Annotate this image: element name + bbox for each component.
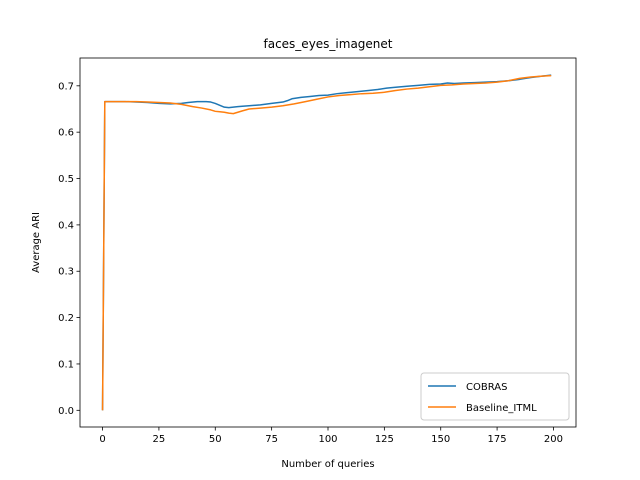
x-tick-label: 50 — [209, 434, 222, 445]
y-tick-label: 0.5 — [58, 174, 74, 185]
x-tick-label: 200 — [544, 434, 563, 445]
x-tick-label: 100 — [318, 434, 337, 445]
y-tick-label: 0.6 — [58, 128, 74, 139]
x-axis-ticks: 0 25 50 75 100 125 150 175 200 — [99, 427, 563, 445]
y-tick-label: 0.3 — [58, 267, 74, 278]
series-line-cobras — [101, 74, 552, 411]
y-tick-label: 0.0 — [58, 406, 74, 417]
x-tick-label: 0 — [99, 434, 105, 445]
y-axis-label: Average ARI — [31, 212, 42, 273]
legend-label-baseline-itml: Baseline_ITML — [466, 403, 537, 414]
x-tick-label: 175 — [488, 434, 507, 445]
x-tick-label: 150 — [431, 434, 450, 445]
y-tick-label: 0.7 — [58, 81, 74, 92]
plot-area: 0 25 50 75 100 125 150 175 200 0.00.10.20.30.40.… — [58, 57, 577, 445]
y-tick-label: 0.1 — [58, 359, 74, 370]
x-axis-label: Number of queries — [281, 459, 374, 470]
chart-title: faces_eyes_imagenet — [264, 37, 393, 51]
legend-label-cobras: COBRAS — [466, 382, 507, 393]
x-tick-label: 25 — [153, 434, 166, 445]
y-axis-ticks: 0.0 0.1 0.2 0.3 0.4 0.5 0.6 0.7 — [58, 81, 80, 417]
legend-box — [420, 372, 570, 421]
axes-background — [80, 58, 576, 427]
x-tick-label: 75 — [265, 434, 278, 445]
y-tick-label: 0.4 — [58, 220, 74, 231]
x-tick-label: 125 — [375, 434, 394, 445]
series-layer — [101, 74, 552, 411]
legend: COBRAS Baseline_ITML — [420, 372, 570, 421]
y-tick-label: 0.2 — [58, 313, 74, 324]
series-line-baseline-itml — [101, 74, 552, 411]
